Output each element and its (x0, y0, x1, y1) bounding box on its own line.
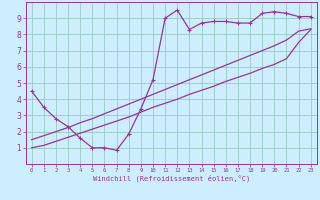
X-axis label: Windchill (Refroidissement éolien,°C): Windchill (Refroidissement éolien,°C) (92, 175, 250, 182)
